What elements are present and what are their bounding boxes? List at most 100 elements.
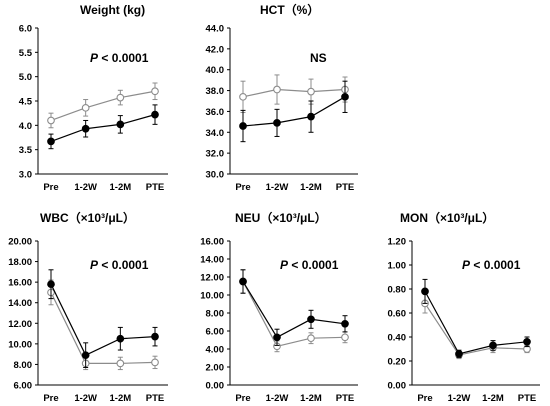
series-line <box>242 88 346 98</box>
y-tick-label: 1.20 <box>388 237 407 248</box>
y-tick-label: 32.0 <box>206 149 225 160</box>
data-point <box>81 124 90 133</box>
y-tick-label: 8.00 <box>14 360 33 371</box>
y-tick-label: 14.00 <box>8 298 32 309</box>
data-point <box>116 334 125 343</box>
series-filled <box>47 104 159 150</box>
significance-label: NS <box>310 51 327 65</box>
y-tick-label: 36.0 <box>206 107 225 118</box>
x-tick-label: Pre <box>43 182 58 193</box>
y-tick-label: 0.80 <box>388 285 407 296</box>
y-tick-label: 6.0 <box>19 24 32 35</box>
y-tick-label: 40.0 <box>206 65 225 76</box>
series-open <box>239 74 349 113</box>
data-point <box>523 337 531 346</box>
data-point <box>307 112 315 121</box>
y-tick-label: 3.0 <box>19 170 32 181</box>
data-point <box>116 120 125 129</box>
y-tick-label: 0.00 <box>388 381 407 392</box>
data-point <box>273 119 281 127</box>
series-filled <box>239 269 349 346</box>
x-tick-label: 1-2M <box>300 393 322 404</box>
significance-value: NS <box>310 51 327 65</box>
panel-2: HCT（%） 30.0 32.0 34.0 36.0 38.0 40.0 42.0 44.0 Pr… <box>206 2 358 193</box>
x-tick-label: PTE <box>336 393 354 404</box>
y-tick-label: 16.00 <box>8 278 32 289</box>
data-point <box>116 93 125 102</box>
data-point <box>151 332 159 341</box>
data-point <box>81 103 90 112</box>
y-tick-label: 5.0 <box>19 72 32 83</box>
series-open <box>47 279 159 371</box>
data-point <box>307 334 315 343</box>
data-point <box>455 349 463 358</box>
x-tick-label: PTE <box>146 393 164 404</box>
data-point <box>307 87 315 96</box>
y-tick-label: 2.00 <box>206 363 225 374</box>
x-tick-label: 1-2W <box>74 182 97 193</box>
panel-title: MON（×10³/μL） <box>400 210 494 225</box>
x-tick-label: PTE <box>336 182 354 193</box>
series-line <box>242 281 346 347</box>
panel-title: NEU（×10³/μL） <box>235 210 327 225</box>
data-point <box>341 333 349 342</box>
y-tick-label: 10.00 <box>8 339 32 350</box>
significance-label: P < 0.0001 <box>90 258 149 272</box>
x-tick-label: PTE <box>518 393 536 404</box>
series-line <box>50 90 156 122</box>
series-filled <box>239 80 349 143</box>
y-tick-label: 8.00 <box>206 309 225 320</box>
y-tick-label: 0.20 <box>388 357 407 368</box>
data-point <box>341 92 349 101</box>
y-tick-label: 0.00 <box>206 381 225 392</box>
data-point <box>47 116 55 125</box>
x-tick-label: Pre <box>235 393 250 404</box>
series-line <box>50 292 156 364</box>
y-tick-label: 4.0 <box>19 121 32 132</box>
y-tick-label: 18.00 <box>8 257 32 268</box>
p-symbol: P <box>90 258 99 272</box>
x-tick-label: 1-2M <box>110 182 132 193</box>
data-point <box>116 359 125 368</box>
x-tick-label: 1-2M <box>482 393 504 404</box>
y-tick-label: 20.00 <box>8 237 32 248</box>
significance-label: P < 0.0001 <box>462 258 521 272</box>
data-point <box>151 110 159 119</box>
x-tick-label: 1-2W <box>266 393 289 404</box>
x-tick-label: PTE <box>146 182 164 193</box>
significance-value: < 0.0001 <box>288 258 339 272</box>
panel-3: WBC（×10³/μL） 6.00 8.00 10.00 12.00 14.00 16.00… <box>8 210 168 404</box>
data-point <box>489 341 497 350</box>
x-tick-label: Pre <box>43 393 58 404</box>
y-tick-label: 12.00 <box>8 319 32 330</box>
x-tick-label: 1-2W <box>448 393 471 404</box>
y-tick-label: 14.00 <box>200 255 224 266</box>
y-tick-label: 10.00 <box>200 291 224 302</box>
panel-5: MON（×10³/μL） 0.00 0.20 0.40 0.60 0.80 1.00 1.20… <box>388 210 540 404</box>
y-tick-label: 38.0 <box>206 86 225 97</box>
series-line <box>242 96 346 127</box>
x-tick-label: 1-2M <box>110 393 132 404</box>
significance-label: P < 0.0001 <box>90 51 149 65</box>
y-tick-label: 0.60 <box>388 309 407 320</box>
data-point <box>421 287 429 296</box>
y-tick-label: 0.40 <box>388 333 407 344</box>
y-tick-label: 4.5 <box>19 97 33 108</box>
data-point <box>273 333 281 342</box>
data-point <box>151 87 159 96</box>
y-tick-label: 5.5 <box>19 48 33 59</box>
x-tick-label: Pre <box>417 393 432 404</box>
series-filled <box>47 269 159 369</box>
p-symbol: P <box>462 258 471 272</box>
data-point <box>239 277 247 286</box>
significance-value: < 0.0001 <box>98 258 149 272</box>
y-tick-label: 1.00 <box>388 261 407 272</box>
panel-title: WBC（×10³/μL） <box>40 210 135 225</box>
y-tick-label: 30.0 <box>206 170 225 181</box>
series-open <box>47 82 159 129</box>
data-point <box>341 319 349 328</box>
data-point <box>273 85 281 94</box>
p-symbol: P <box>280 258 289 272</box>
series-filled <box>421 278 531 358</box>
data-point <box>47 280 55 289</box>
